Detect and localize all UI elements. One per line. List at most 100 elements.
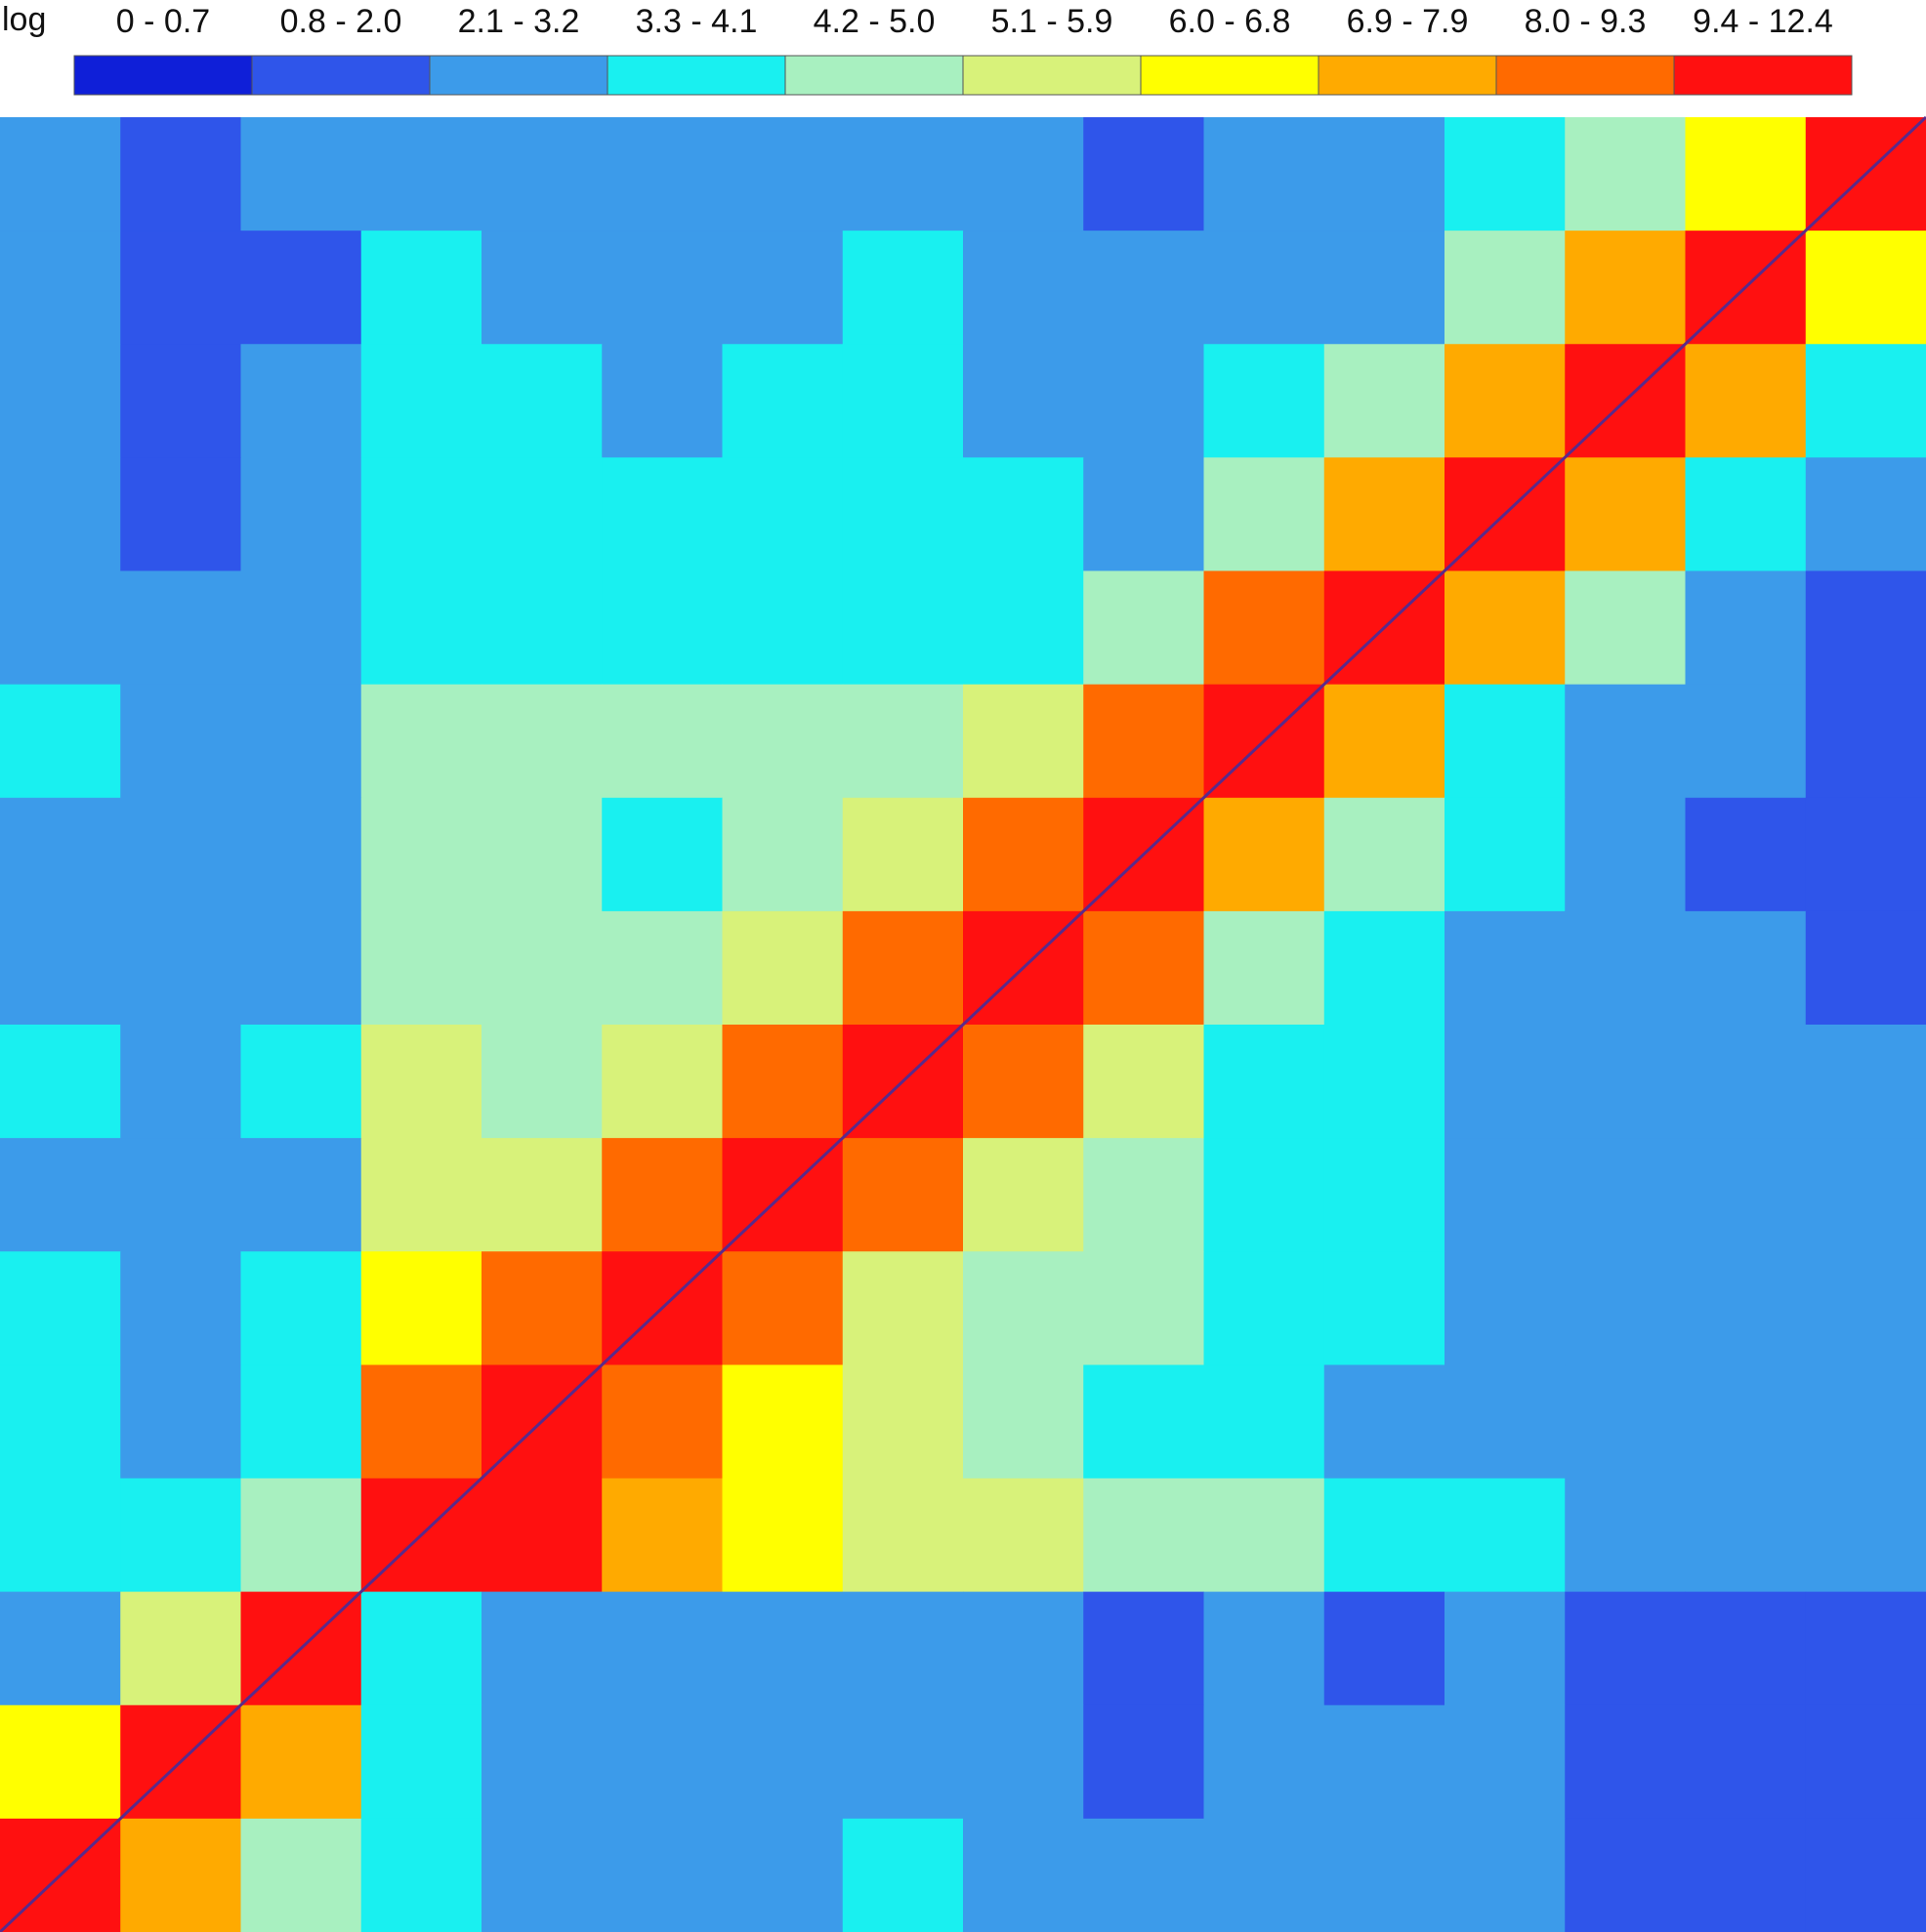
heatmap-cell (842, 1704, 964, 1820)
heatmap-cell (120, 1138, 241, 1252)
heatmap-cell (1083, 1591, 1204, 1706)
heatmap-cell (482, 1251, 603, 1365)
heatmap-cell (842, 344, 964, 458)
heatmap-cell (1444, 117, 1566, 231)
legend-label: 3.3 - 4.1 (636, 3, 758, 40)
heatmap-cell (842, 910, 964, 1026)
heatmap-cell (120, 231, 241, 345)
heatmap-cell (963, 344, 1084, 458)
legend-swatch (1495, 55, 1675, 96)
heatmap-cell (1323, 1818, 1445, 1932)
heatmap-cell (1323, 1478, 1445, 1593)
heatmap-cell (0, 1704, 121, 1820)
heatmap-cell (1083, 344, 1204, 458)
heatmap-cell (602, 684, 723, 799)
heatmap-cell (963, 1818, 1084, 1932)
heatmap-cell (1444, 231, 1566, 345)
heatmap-cell (1444, 797, 1566, 912)
heatmap-cell (1685, 117, 1807, 231)
heatmap-cell (360, 1591, 482, 1706)
heatmap-cell (1323, 684, 1445, 799)
heatmap-cell (1444, 1251, 1566, 1365)
heatmap-cell (1565, 1251, 1686, 1365)
heatmap-cell (1323, 457, 1445, 571)
heatmap-cell (0, 344, 121, 458)
heatmap-cell (1444, 570, 1566, 686)
heatmap-cell (1444, 1818, 1566, 1932)
heatmap-cell (360, 1704, 482, 1820)
heatmap-cell (1323, 1025, 1445, 1139)
heatmap-cell (1083, 1818, 1204, 1932)
heatmap-cell (1083, 684, 1204, 799)
legend-label: 6.0 - 6.8 (1169, 3, 1291, 40)
heatmap-cell (1444, 1025, 1566, 1139)
heatmap-cell (1083, 1025, 1204, 1139)
heatmap-cell (602, 1818, 723, 1932)
heatmap-cell (360, 1025, 482, 1139)
heatmap-cell (482, 910, 603, 1026)
heatmap-cell (842, 797, 964, 912)
heatmap-cell (842, 117, 964, 231)
heatmap-cell (1203, 1025, 1325, 1139)
legend-label: 0 - 0.7 (116, 3, 210, 40)
heatmap-cell (360, 684, 482, 799)
heatmap-cell (602, 457, 723, 571)
heatmap-cell (240, 117, 362, 231)
heatmap-cell (1323, 231, 1445, 345)
heatmap-cell (482, 1704, 603, 1820)
heatmap-cell (240, 910, 362, 1026)
legend-label: 4.2 - 5.0 (814, 3, 936, 40)
heatmap-cell (1685, 1365, 1807, 1479)
heatmap-cell (602, 1591, 723, 1706)
heatmap-cell (120, 1591, 241, 1706)
heatmap-cell (1323, 797, 1445, 912)
heatmap-cell (0, 797, 121, 912)
heatmap-cell (482, 231, 603, 345)
legend-label: 9.4 - 12.4 (1693, 3, 1833, 40)
heatmap-cell (360, 344, 482, 458)
heatmap-cell (602, 117, 723, 231)
heatmap-cell (602, 570, 723, 686)
heatmap-cell (963, 570, 1084, 686)
heatmap-cell (120, 1251, 241, 1365)
heatmap-cell (1444, 1138, 1566, 1252)
heatmap-cell (0, 570, 121, 686)
heatmap-cell (722, 1365, 844, 1479)
heatmap-cell (1083, 117, 1204, 231)
heatmap-cell (1805, 1138, 1926, 1252)
heatmap-cell (0, 1365, 121, 1479)
heatmap-cell (240, 344, 362, 458)
heatmap-cell (482, 570, 603, 686)
heatmap-cell (1444, 1591, 1566, 1706)
heatmap-cell (240, 1818, 362, 1932)
heatmap-cell (1323, 1365, 1445, 1479)
heatmap-cell (1805, 684, 1926, 799)
heatmap-cell (602, 231, 723, 345)
heatmap-cell (722, 910, 844, 1026)
heatmap-cell (963, 231, 1084, 345)
heatmap-cell (963, 1478, 1084, 1593)
heatmap-cell (360, 1251, 482, 1365)
legend-label: 0.8 - 2.0 (280, 3, 402, 40)
heatmap-cell (1323, 1704, 1445, 1820)
heatmap-cell (1323, 1591, 1445, 1706)
heatmap-cell (482, 117, 603, 231)
heatmap-cell (722, 684, 844, 799)
heatmap-cell (602, 1704, 723, 1820)
heatmap-cell (1685, 910, 1807, 1026)
heatmap-cell (1685, 457, 1807, 571)
heatmap-cell (1203, 457, 1325, 571)
heatmap-cell (722, 1704, 844, 1820)
heatmap-cell (120, 344, 241, 458)
heatmap-cell (1444, 910, 1566, 1026)
heatmap-cell (1083, 570, 1204, 686)
heatmap-cell (1323, 910, 1445, 1026)
heatmap-cell (240, 1251, 362, 1365)
heatmap-cell (1565, 1365, 1686, 1479)
heatmap-cell (842, 1365, 964, 1479)
heatmap-cell (842, 231, 964, 345)
legend-swatch (1140, 55, 1319, 96)
heatmap-cell (722, 797, 844, 912)
heatmap-cell (360, 1138, 482, 1252)
